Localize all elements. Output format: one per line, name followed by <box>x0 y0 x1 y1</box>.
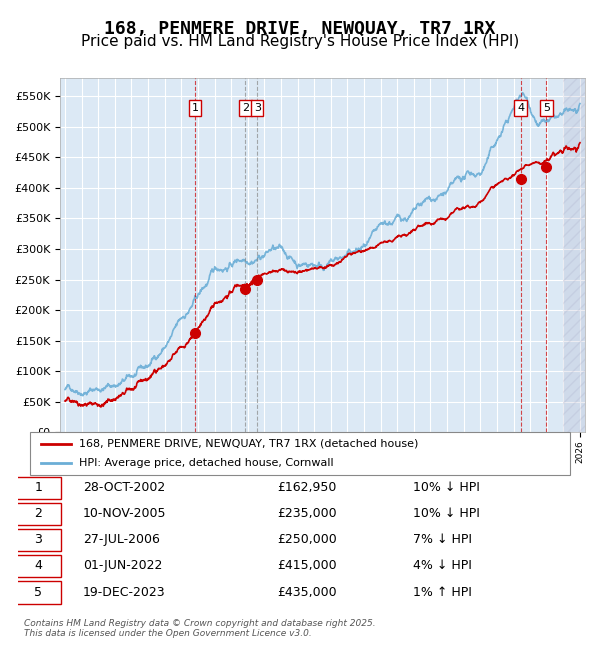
Text: 7% ↓ HPI: 7% ↓ HPI <box>413 534 472 547</box>
Text: 4: 4 <box>517 103 524 113</box>
Text: £162,950: £162,950 <box>277 481 337 494</box>
Text: 4% ↓ HPI: 4% ↓ HPI <box>413 560 472 573</box>
FancyBboxPatch shape <box>30 432 570 474</box>
Text: 5: 5 <box>34 586 43 599</box>
Text: £415,000: £415,000 <box>277 560 337 573</box>
Text: 2: 2 <box>34 507 42 520</box>
FancyBboxPatch shape <box>15 477 61 499</box>
Text: Contains HM Land Registry data © Crown copyright and database right 2025.
This d: Contains HM Land Registry data © Crown c… <box>24 619 376 638</box>
Text: 1: 1 <box>191 103 199 113</box>
Text: 1% ↑ HPI: 1% ↑ HPI <box>413 586 472 599</box>
Text: £235,000: £235,000 <box>277 507 337 520</box>
Text: 5: 5 <box>543 103 550 113</box>
Text: £250,000: £250,000 <box>277 534 337 547</box>
FancyBboxPatch shape <box>15 555 61 577</box>
Text: Price paid vs. HM Land Registry's House Price Index (HPI): Price paid vs. HM Land Registry's House … <box>81 34 519 49</box>
Text: 27-JUL-2006: 27-JUL-2006 <box>83 534 160 547</box>
Text: 3: 3 <box>254 103 261 113</box>
FancyBboxPatch shape <box>15 503 61 525</box>
Text: HPI: Average price, detached house, Cornwall: HPI: Average price, detached house, Corn… <box>79 458 333 468</box>
Text: 1: 1 <box>34 481 42 494</box>
Text: 168, PENMERE DRIVE, NEWQUAY, TR7 1RX (detached house): 168, PENMERE DRIVE, NEWQUAY, TR7 1RX (de… <box>79 439 418 448</box>
Text: 168, PENMERE DRIVE, NEWQUAY, TR7 1RX: 168, PENMERE DRIVE, NEWQUAY, TR7 1RX <box>104 20 496 38</box>
Text: 10% ↓ HPI: 10% ↓ HPI <box>413 507 479 520</box>
Text: 10% ↓ HPI: 10% ↓ HPI <box>413 481 479 494</box>
Text: 3: 3 <box>34 534 42 547</box>
Text: 10-NOV-2005: 10-NOV-2005 <box>83 507 166 520</box>
Text: 01-JUN-2022: 01-JUN-2022 <box>83 560 162 573</box>
FancyBboxPatch shape <box>15 529 61 551</box>
Text: 19-DEC-2023: 19-DEC-2023 <box>83 586 166 599</box>
Text: 28-OCT-2002: 28-OCT-2002 <box>83 481 165 494</box>
Text: £435,000: £435,000 <box>277 586 337 599</box>
Text: 2: 2 <box>242 103 249 113</box>
FancyBboxPatch shape <box>15 582 61 604</box>
Text: 4: 4 <box>34 560 42 573</box>
